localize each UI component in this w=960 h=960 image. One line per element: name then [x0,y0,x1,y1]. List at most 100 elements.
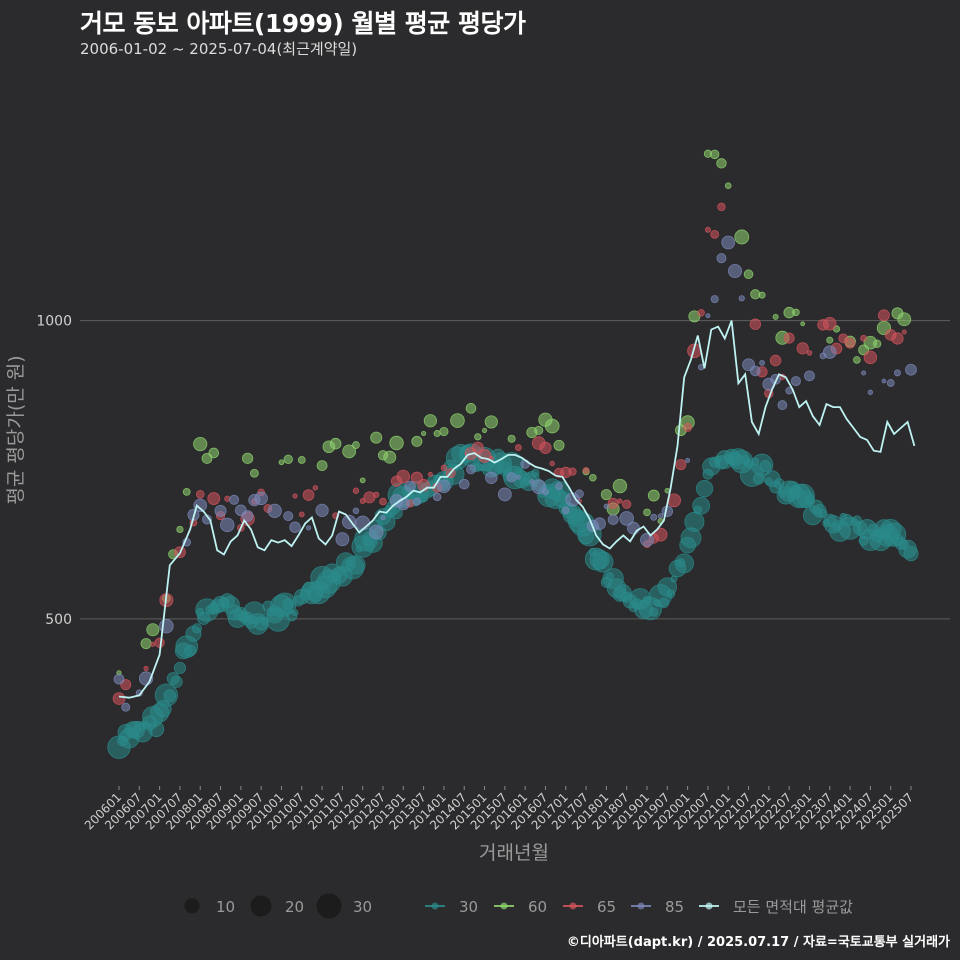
average-line [118,320,916,699]
x-axis-label: 거래년월 [479,842,549,864]
point-30 [649,607,659,617]
legend-swatch-point [431,902,439,910]
point-85 [705,313,711,319]
point-85 [214,504,227,517]
point-60 [329,437,342,450]
point-30 [692,496,711,515]
point-30 [191,623,202,634]
point-85 [220,517,235,533]
point-85 [716,253,727,264]
point-85 [728,264,743,279]
point-65 [901,329,907,335]
point-65 [683,422,693,432]
point-85 [404,480,416,493]
point-85 [254,491,268,506]
point-65 [697,309,705,317]
point-85 [721,235,736,250]
point-65 [675,459,687,471]
source-caption: ©디아파트(dapt.kr) / 2025.07.17 / 자료=국토교통부 실… [566,935,950,950]
average-line-group [118,320,916,699]
point-65 [352,487,360,494]
point-30 [684,511,705,532]
point-65 [549,460,555,467]
point-85 [893,369,901,377]
legend-series-label: 65 [597,898,616,916]
point-60 [853,356,861,364]
point-60 [316,460,328,472]
point-85 [121,702,131,712]
point-85 [368,524,384,540]
legend-swatch-point [637,902,645,910]
point-60 [897,312,912,327]
point-85 [738,295,745,302]
legend-series-label: 85 [665,898,684,916]
point-85 [267,503,282,518]
point-60 [242,452,254,464]
point-60 [474,433,482,441]
legend-series-label: 30 [459,898,478,916]
legend-series-label: 모든 면적대 평균값 [733,898,853,916]
point-60 [772,313,779,320]
point-60 [423,414,437,428]
point-65 [440,464,448,472]
point-60 [709,149,720,160]
point-85 [627,521,640,535]
point-85 [881,378,887,384]
point-65 [195,489,205,499]
point-85 [685,457,691,463]
point-60 [612,478,628,494]
point-85 [229,494,240,505]
legend-size-label: 20 [285,898,304,916]
point-65 [607,497,619,509]
point-85 [315,503,329,517]
point-85 [541,488,549,496]
point-60 [544,418,560,434]
point-60 [433,430,441,438]
grid [80,320,950,620]
point-30 [282,598,295,611]
point-65 [769,354,782,367]
point-60 [283,454,293,464]
legend: 10 20 30 30 60 65 85 모든 면적대 평균값 [184,893,853,919]
point-30 [173,661,187,675]
point-60 [800,321,806,327]
point-65 [539,441,552,454]
point-60 [716,158,727,169]
point-85 [352,507,360,515]
point-60 [750,289,761,300]
point-65 [806,350,813,356]
point-85 [750,365,761,377]
point-30 [903,546,919,562]
point-30 [170,675,183,688]
point-30 [291,609,299,616]
point-60 [465,403,477,414]
point-85 [619,511,634,526]
point-85 [485,471,498,484]
point-85 [574,489,584,499]
point-60 [872,339,882,348]
point-85 [657,513,664,519]
point-30 [658,597,670,609]
point-85 [886,379,895,387]
point-30 [531,468,540,477]
point-85 [804,370,815,382]
point-30 [695,480,714,498]
point-85 [777,400,788,410]
point-60 [297,456,306,464]
point-60 [507,434,516,443]
point-85 [759,360,765,366]
point-65 [783,332,795,344]
point-85 [355,515,371,531]
point-65 [860,334,868,342]
point-30 [346,555,366,575]
point-60 [193,436,208,452]
point-60 [534,425,544,436]
point-60 [342,444,357,459]
point-85 [289,521,301,533]
point-65 [568,467,577,476]
point-85 [466,464,476,475]
point-60 [383,450,397,464]
point-60 [481,427,488,434]
point-65 [396,469,411,484]
legend-size-20 [250,895,272,917]
